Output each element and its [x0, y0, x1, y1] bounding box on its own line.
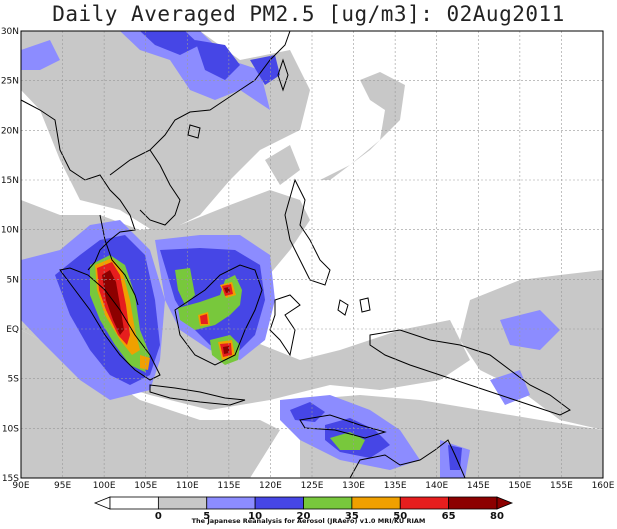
lat-tick-label: 25N [1, 77, 19, 87]
lat-tick-label: 20N [1, 126, 19, 136]
longitude-tick-labels: 90E 95E 100E 105E 110E 115E 120E 125E 130E 135E 14… [12, 481, 614, 491]
colorbar-swatch [157, 496, 208, 510]
lon-tick-label: 155E [550, 481, 573, 491]
colorbar-label: 20 [297, 511, 311, 522]
colorbar-swatch [448, 496, 498, 510]
lon-tick-label: 150E [508, 481, 531, 491]
lon-tick-label: 105E [134, 481, 157, 491]
colorbar-label: 80 [490, 511, 504, 522]
lat-tick-label: 15S [2, 474, 19, 484]
colorbar-swatch [303, 496, 353, 510]
colorbar-label: 65 [442, 511, 456, 522]
colorbar-swatch [254, 496, 304, 510]
pm25-80plus-band [102, 270, 230, 354]
lat-tick-label: 15N [1, 176, 19, 186]
lon-tick-label: 90E [12, 481, 29, 491]
colorbar-label: 35 [345, 511, 359, 522]
colorbar-label: 0 [155, 511, 162, 522]
colorbar-swatch [109, 496, 159, 510]
lat-tick-label: 5S [8, 375, 20, 385]
lat-tick-label: EQ [6, 325, 19, 335]
latitude-tick-labels: 30N 25N 20N 15N 10N 5N EQ 5S 10S 15S [1, 27, 19, 484]
lon-tick-label: 130E [342, 481, 365, 491]
map-frame [20, 30, 604, 479]
lon-tick-label: 95E [54, 481, 71, 491]
colorbar-label: 10 [248, 511, 262, 522]
pm25-field [21, 31, 603, 478]
colorbar: 0 5 10 20 35 50 65 80 [93, 496, 514, 522]
lon-tick-label: 135E [384, 481, 407, 491]
lon-tick-label: 110E [176, 481, 199, 491]
lon-tick-label: 145E [467, 481, 490, 491]
lat-tick-label: 10S [2, 424, 19, 434]
lon-tick-label: 140E [425, 481, 448, 491]
colorbar-label: 5 [203, 511, 210, 522]
colorbar-swatch [399, 496, 450, 510]
colorbar-swatch [351, 496, 401, 510]
lat-tick-label: 30N [1, 27, 19, 37]
map-gridlines [21, 31, 603, 478]
colorbar-swatch [206, 496, 256, 510]
lon-tick-label: 160E [592, 481, 615, 491]
colorbar-label: 50 [393, 511, 407, 522]
coastlines [21, 31, 571, 478]
lon-tick-label: 100E [93, 481, 116, 491]
colorbar-low-arrow [93, 496, 111, 510]
lon-tick-label: 125E [301, 481, 324, 491]
lat-tick-label: 5N [7, 275, 19, 285]
colorbar-high-arrow [496, 496, 514, 510]
lon-tick-label: 120E [259, 481, 282, 491]
lat-tick-label: 10N [1, 226, 19, 236]
map-title: Daily Averaged PM2.5 [ug/m3]: 02Aug2011 [52, 2, 565, 26]
credit-line: The Japanese Reanalysis for Aerosol (JRA… [191, 517, 426, 525]
lon-tick-label: 115E [217, 481, 240, 491]
